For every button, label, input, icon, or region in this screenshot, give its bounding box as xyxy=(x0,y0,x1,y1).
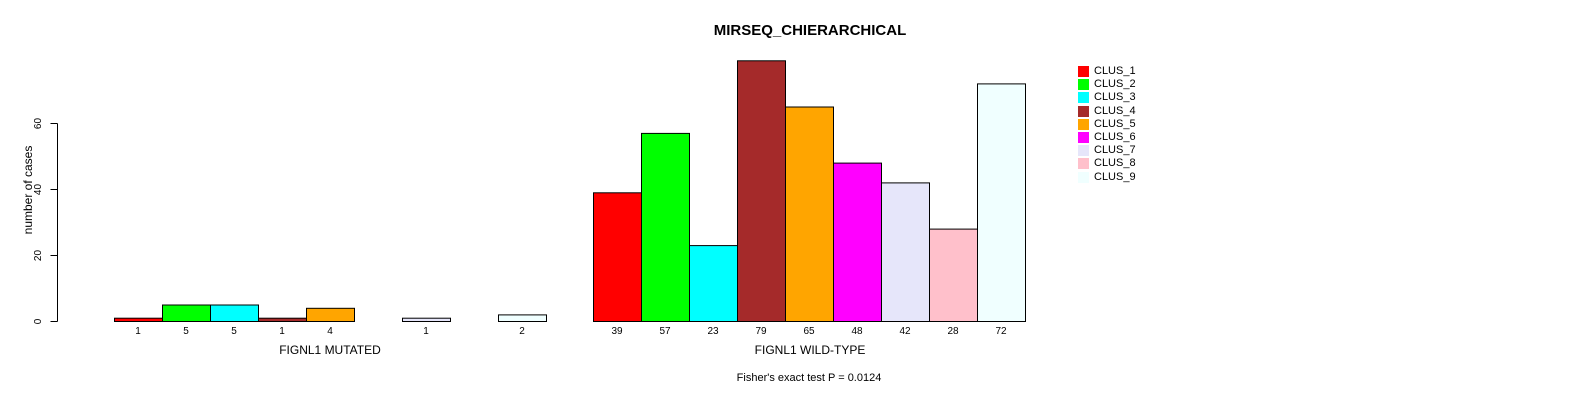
legend-swatch xyxy=(1078,132,1089,144)
bar-clus_5-group2 xyxy=(785,106,834,322)
y-axis-tick-label: 20 xyxy=(33,250,44,262)
legend-label: CLUS_3 xyxy=(1094,91,1136,104)
bar-value-label: 28 xyxy=(947,326,959,337)
bar-value-label: 72 xyxy=(995,326,1007,337)
legend-swatch xyxy=(1078,92,1089,104)
bar-clus_3-group1 xyxy=(210,304,259,322)
bar-clus_6-group2 xyxy=(833,162,882,322)
legend-label: CLUS_1 xyxy=(1094,65,1136,78)
bar-clus_4-group2 xyxy=(737,60,786,323)
legend-swatch xyxy=(1078,118,1089,130)
bar-clus_2-group2 xyxy=(641,132,690,322)
bar-clus_3-group2 xyxy=(689,245,738,323)
bar-clus_5-group1 xyxy=(306,307,355,322)
y-axis-label: number of cases xyxy=(21,145,35,235)
legend-swatch xyxy=(1078,66,1089,78)
chart-title: MIRSEQ_CHIERARCHICAL xyxy=(713,22,907,39)
legend-label: CLUS_4 xyxy=(1094,104,1136,117)
bar-value-label: 4 xyxy=(327,326,333,337)
bar-value-label: 1 xyxy=(135,326,141,337)
bar-value-label: 79 xyxy=(755,326,767,337)
bar-clus_8-group2 xyxy=(929,228,978,323)
legend-label: CLUS_5 xyxy=(1094,117,1136,130)
bar-value-label: 2 xyxy=(519,326,525,337)
legend-item: CLUS_7 xyxy=(1078,144,1136,157)
y-axis-tick-label: 40 xyxy=(33,184,44,196)
bar-value-label: 65 xyxy=(803,326,815,337)
x-axis-label-wildtype: FIGNL1 WILD-TYPE xyxy=(754,343,866,357)
bar-clus_7-group1 xyxy=(402,317,451,323)
bar-value-label: 42 xyxy=(899,326,911,337)
legend-label: CLUS_9 xyxy=(1094,170,1136,183)
legend-item: CLUS_1 xyxy=(1078,65,1136,78)
bar-clus_9-group1 xyxy=(498,314,547,322)
bar-clus_2-group1 xyxy=(162,304,211,322)
legend-item: CLUS_5 xyxy=(1078,118,1136,131)
legend-swatch xyxy=(1078,158,1089,170)
legend-item: CLUS_6 xyxy=(1078,131,1136,144)
bar-value-label: 48 xyxy=(851,326,863,337)
legend-swatch xyxy=(1078,145,1089,157)
bar-clus_9-group2 xyxy=(977,83,1026,323)
legend-item: CLUS_9 xyxy=(1078,171,1136,184)
y-axis-tick-label: 60 xyxy=(33,118,44,130)
legend-swatch xyxy=(1078,171,1089,183)
x-axis-label-mutated: FIGNL1 MUTATED xyxy=(279,343,381,357)
bar-clus_1-group2 xyxy=(593,192,642,322)
bar-clus_7-group2 xyxy=(881,182,930,322)
legend-item: CLUS_8 xyxy=(1078,157,1136,170)
bar-clus_4-group1 xyxy=(258,317,307,323)
legend-swatch xyxy=(1078,105,1089,117)
legend-swatch xyxy=(1078,79,1089,91)
bar-value-label: 57 xyxy=(659,326,671,337)
legend-label: CLUS_2 xyxy=(1094,78,1136,91)
legend-item: CLUS_3 xyxy=(1078,91,1136,104)
legend-label: CLUS_8 xyxy=(1094,157,1136,170)
legend-label: CLUS_7 xyxy=(1094,144,1136,157)
bar-value-label: 39 xyxy=(611,326,623,337)
bar-value-label: 5 xyxy=(183,326,189,337)
bar-clus_1-group1 xyxy=(114,317,163,323)
fisher-test-annotation: Fisher's exact test P = 0.0124 xyxy=(736,372,882,384)
y-axis-tick-label: 0 xyxy=(33,318,44,324)
legend-item: CLUS_4 xyxy=(1078,105,1136,118)
bar-value-label: 1 xyxy=(279,326,285,337)
bar-value-label: 1 xyxy=(423,326,429,337)
bar-value-label: 23 xyxy=(707,326,719,337)
legend: CLUS_1 CLUS_2 CLUS_3 CLUS_4 CLUS_5 CLUS_6 CLUS… xyxy=(1078,65,1136,184)
bar-value-label: 5 xyxy=(231,326,237,337)
legend-label: CLUS_6 xyxy=(1094,131,1136,144)
legend-item: CLUS_2 xyxy=(1078,78,1136,91)
